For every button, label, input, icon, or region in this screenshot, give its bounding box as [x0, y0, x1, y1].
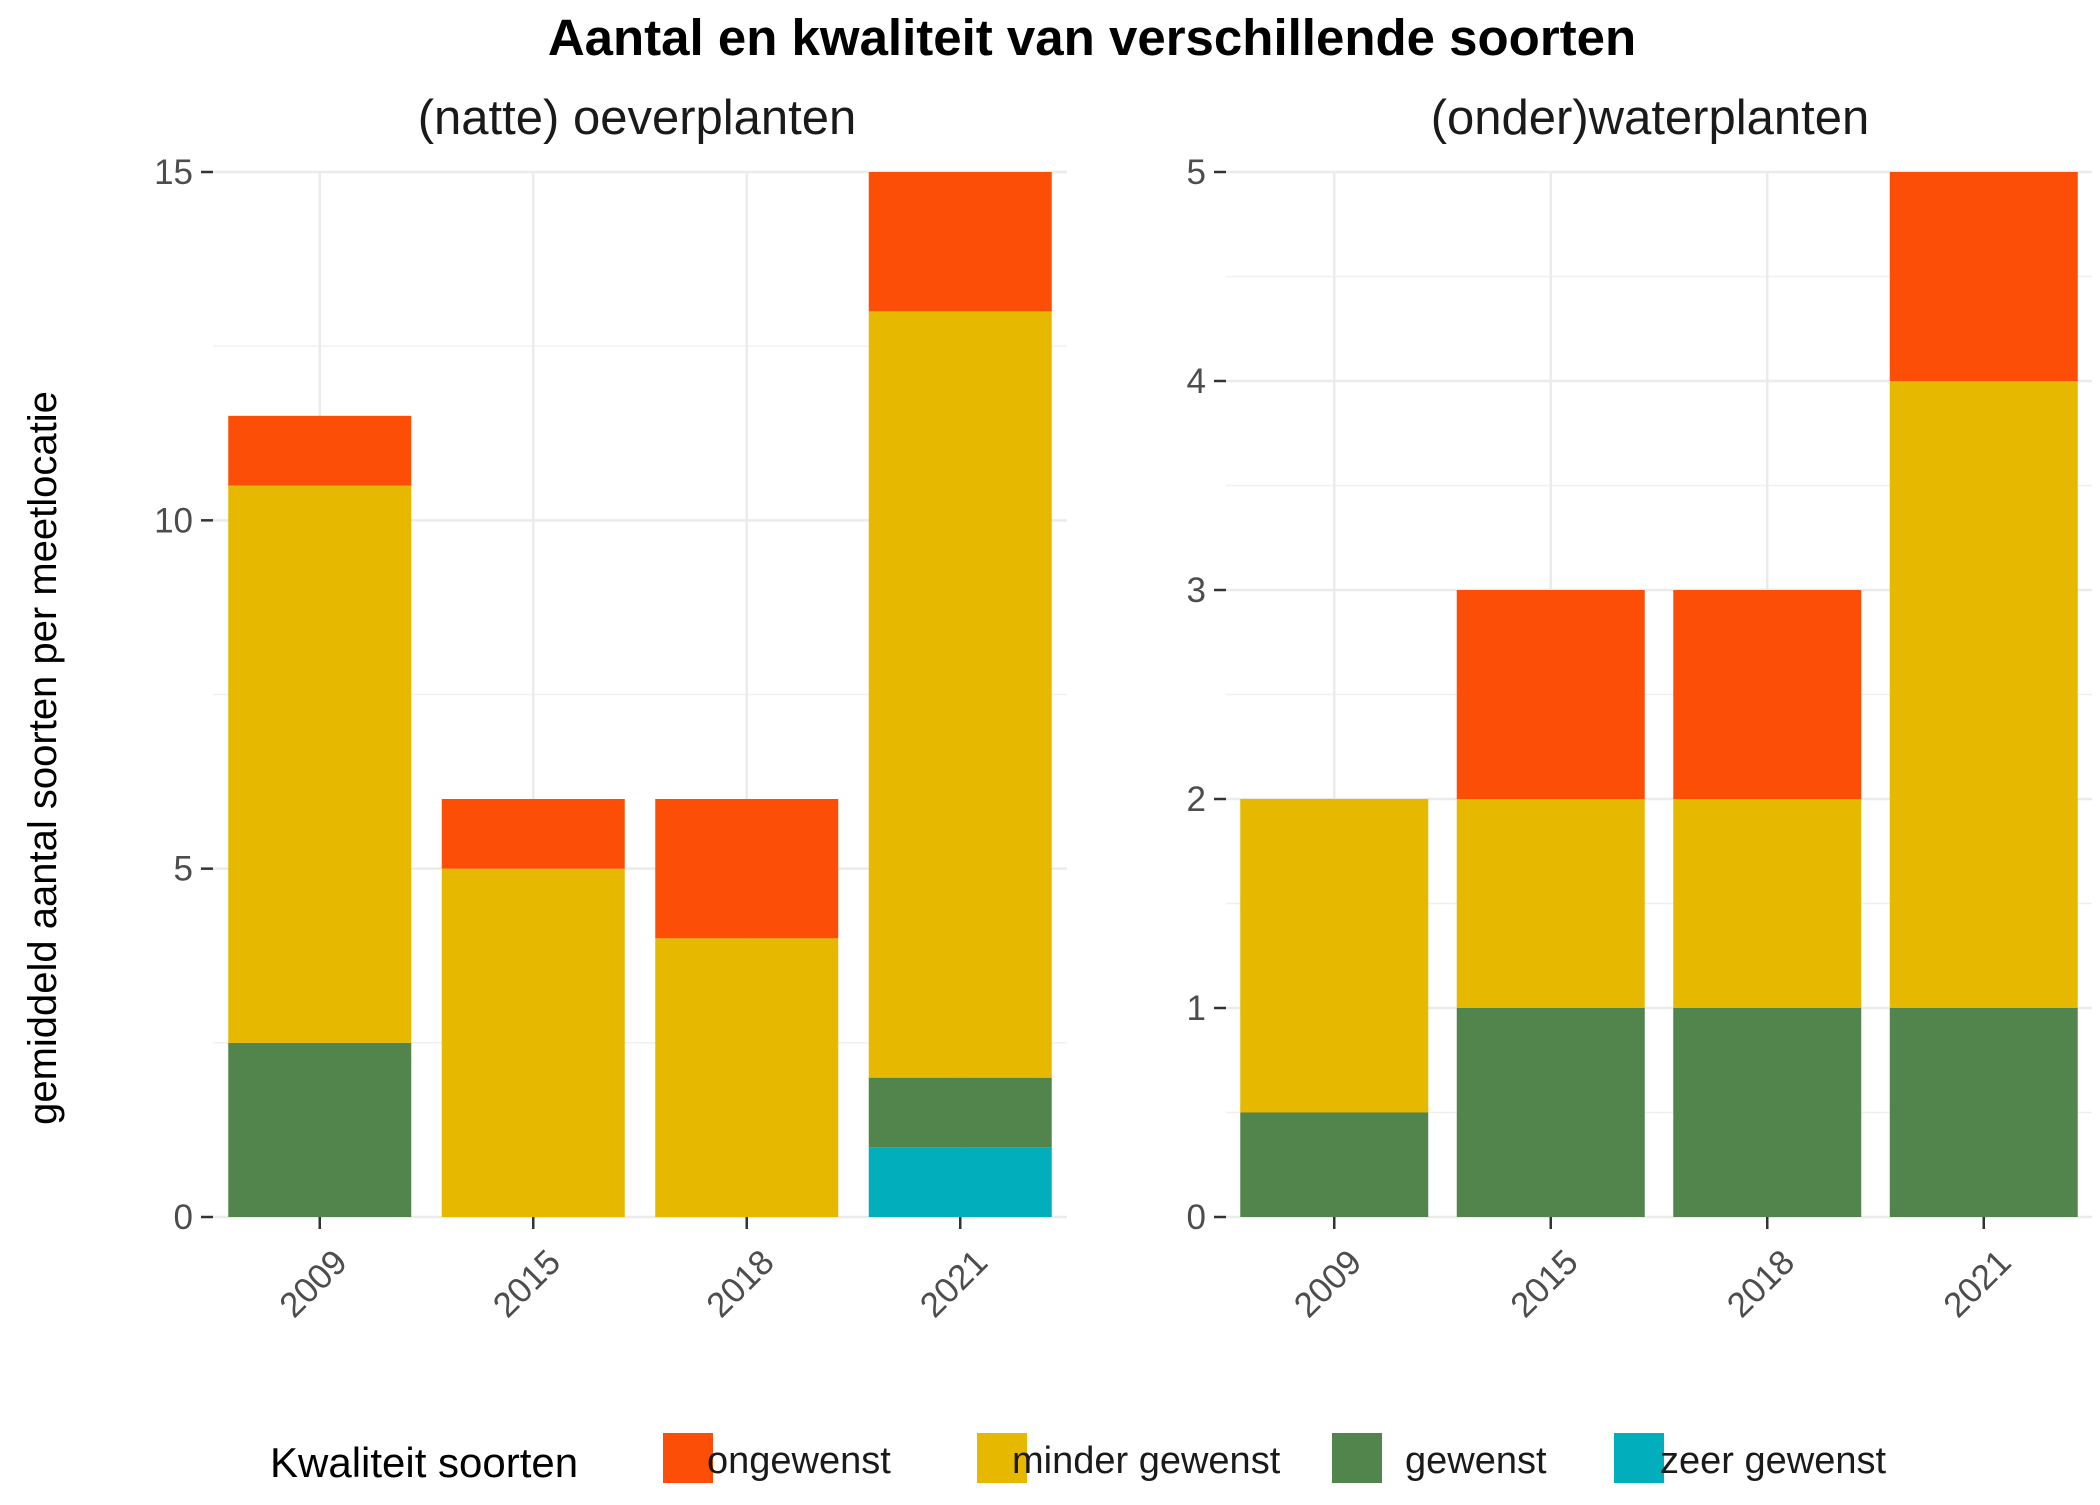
panel-bars [1240, 172, 2078, 1217]
bar-segment-2018-minder-gewenst [655, 938, 839, 1217]
y-tick-label: 5 [174, 850, 193, 889]
bar-segment-2021-ongewenst [1889, 172, 2078, 381]
bar-segment-2021-ongewenst [868, 172, 1052, 312]
bar-segment-2009-minder-gewenst [1240, 799, 1429, 1113]
bar-segment-2021-zeer-gewenst [868, 1147, 1052, 1217]
legend-label: zeer gewenst [1660, 1440, 1886, 1482]
panel-title: (natte) oeverplanten [418, 91, 857, 145]
y-tick-label: 3 [1187, 571, 1206, 610]
bar-segment-2015-minder-gewenst [441, 868, 625, 1217]
legend-swatch [663, 1433, 713, 1483]
bar-segment-2021-gewenst [868, 1077, 1052, 1148]
bar-segment-2018-ongewenst [1673, 590, 1862, 799]
y-tick-label: 0 [174, 1198, 193, 1237]
y-tick-label: 4 [1187, 362, 1206, 401]
bar-segment-2009-gewenst [1240, 1112, 1429, 1217]
bar-segment-2009-ongewenst [228, 415, 412, 486]
chart-title: Aantal en kwaliteit van verschillende so… [548, 9, 1636, 66]
y-tick-label: 0 [1187, 1198, 1206, 1237]
legend-swatch [1332, 1433, 1382, 1483]
y-axis-title: gemiddeld aantal soorten per meetlocatie [21, 391, 65, 1125]
bar-segment-2015-gewenst [1456, 1008, 1645, 1217]
legend-items: ongewenst minder gewenst gewenst zeer gewen… [663, 1433, 1886, 1483]
bar-segment-2018-gewenst [1673, 1008, 1862, 1217]
legend-label: ongewenst [707, 1440, 891, 1482]
bar-segment-2015-ongewenst [441, 799, 625, 869]
bar-segment-2018-ongewenst [655, 799, 839, 939]
legend-title: Kwaliteit soorten [270, 1439, 578, 1486]
legend-swatch [977, 1433, 1027, 1483]
bar-segment-2015-ongewenst [1456, 590, 1645, 799]
bar-segment-2021-minder-gewenst [868, 311, 1052, 1078]
y-tick-label: 5 [1187, 153, 1206, 192]
legend: Kwaliteit soorten ongewenst minder gewens… [270, 1433, 1886, 1486]
bar-segment-2021-minder-gewenst [1889, 381, 2078, 1008]
legend-label: minder gewenst [1012, 1440, 1281, 1482]
bar-segment-2009-minder-gewenst [228, 485, 412, 1043]
y-tick-label: 10 [154, 501, 193, 540]
bar-segment-2015-minder-gewenst [1456, 799, 1645, 1008]
legend-swatch [1614, 1433, 1664, 1483]
bar-segment-2018-minder-gewenst [1673, 799, 1862, 1008]
legend-label: gewenst [1405, 1440, 1547, 1482]
bar-segment-2009-gewenst [228, 1042, 412, 1217]
y-tick-label: 2 [1187, 780, 1206, 819]
bar-segment-2021-gewenst [1889, 1008, 2078, 1217]
y-tick-label: 1 [1187, 989, 1206, 1028]
panel-bars [228, 172, 1052, 1217]
y-tick-label: 15 [154, 153, 193, 192]
panel-title: (onder)waterplanten [1431, 91, 1870, 145]
